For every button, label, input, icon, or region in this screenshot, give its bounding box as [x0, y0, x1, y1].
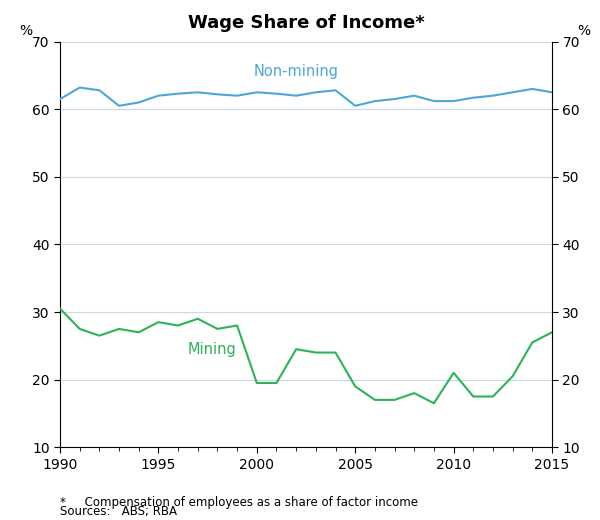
Text: %: % [19, 23, 32, 37]
Title: Wage Share of Income*: Wage Share of Income* [188, 14, 424, 32]
Text: Sources:   ABS; RBA: Sources: ABS; RBA [60, 505, 177, 518]
Text: Non-mining: Non-mining [254, 64, 338, 79]
Text: Mining: Mining [188, 342, 236, 357]
Text: %: % [577, 23, 590, 37]
Text: *     Compensation of employees as a share of factor income: * Compensation of employees as a share o… [60, 496, 418, 509]
